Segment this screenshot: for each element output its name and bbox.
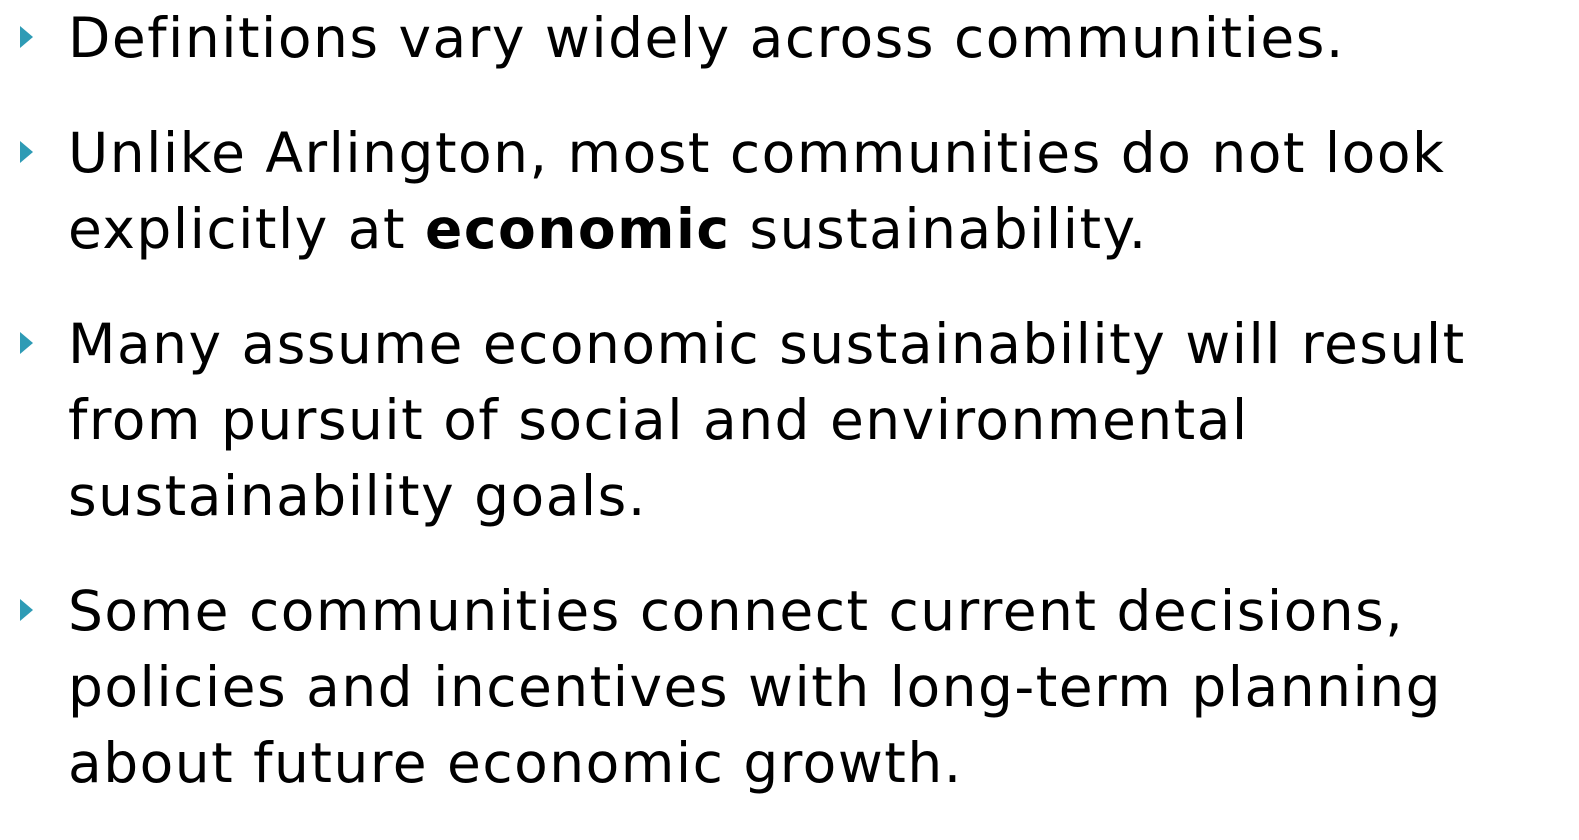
bullet: Definitions vary widely across communiti… <box>0 0 1568 76</box>
bullet-text: Definitions vary widely across communiti… <box>68 6 1345 70</box>
bullet-text: Many assume economic sustainability will… <box>68 312 1466 528</box>
slide: Definitions vary widely across communiti… <box>20 6 1465 795</box>
bullet-marker <box>20 332 33 354</box>
bullet-text: Some communities connect current decisio… <box>68 579 1443 795</box>
bullet-text: Unlike Arlington, most communities do no… <box>68 121 1446 261</box>
bullet: Some communities connect current decisio… <box>0 573 1568 801</box>
bullet: Many assume economic sustainability will… <box>0 306 1568 534</box>
bullet: Unlike Arlington, most communities do no… <box>0 115 1568 267</box>
bullet-marker <box>20 26 33 48</box>
bullet-marker <box>20 599 33 621</box>
bold-text: economic <box>425 197 731 261</box>
bullet-marker <box>20 141 33 163</box>
bullet-text: sustainability. <box>730 197 1148 261</box>
